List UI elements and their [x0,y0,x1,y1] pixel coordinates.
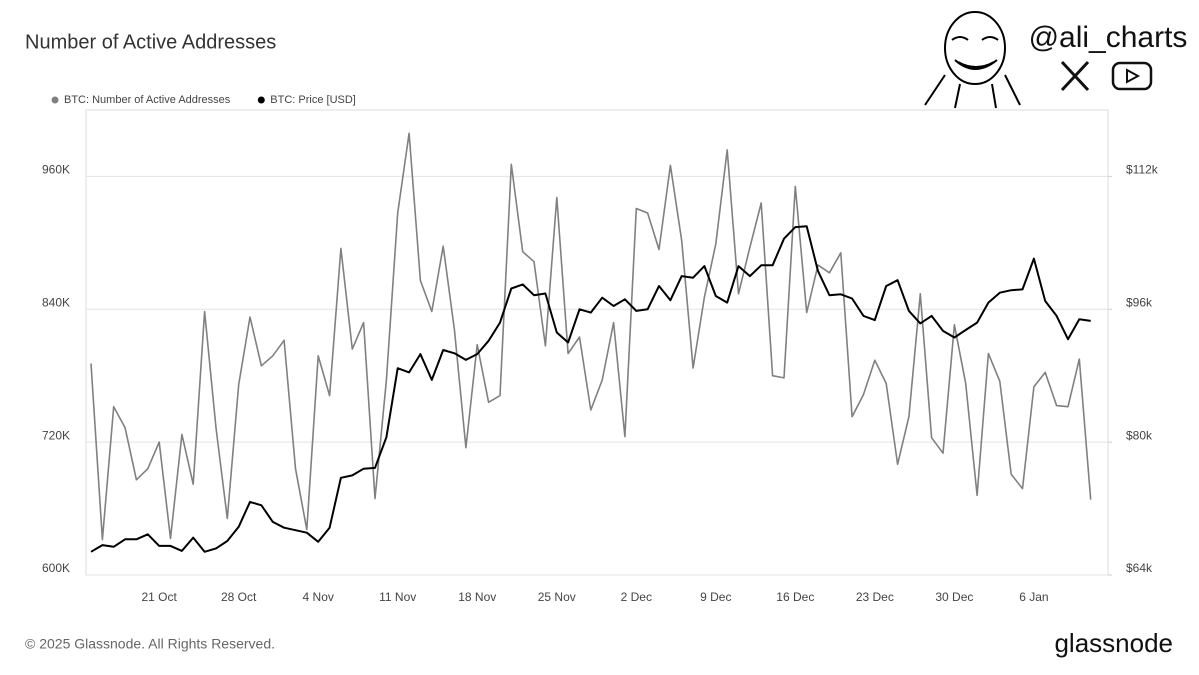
series-line [90,225,1091,553]
y2-tick-label: $112k [1126,163,1159,177]
watermark: @ali_charts [1029,21,1188,54]
y2-tick-label: $64k [1126,561,1153,575]
x-tick-label: 23 Dec [856,590,894,604]
x-tick-label: 25 Nov [538,590,576,604]
x-icon [1060,60,1090,92]
chart-title: Number of Active Addresses [25,31,276,53]
avatar [924,11,1021,109]
x-tick-label: 6 Jan [1019,590,1048,604]
y2-tick-label: $96k [1126,295,1153,309]
y2-tick-label: $80k [1126,428,1153,442]
x-tick-label: 21 Oct [141,590,177,604]
legend-label: BTC: Number of Active Addresses [64,94,231,106]
x-tick-label: 2 Dec [621,590,652,604]
plot-frame [85,109,1109,576]
legend-label: BTC: Price [USD] [270,94,356,106]
youtube-icon [1111,61,1153,91]
x-tick-label: 9 Dec [700,590,731,604]
x-tick-label: 16 Dec [776,590,814,604]
y-tick-label: 720K [42,428,70,442]
x-tick-label: 28 Oct [221,590,257,604]
x-tick-label: 11 Nov [379,590,416,604]
x-tick-label: 30 Dec [935,590,973,604]
y-tick-label: 600K [42,561,70,575]
brand-logo: glassnode [1054,628,1173,658]
legend-marker [257,96,265,104]
series-line [90,132,1092,541]
x-tick-label: 18 Nov [458,590,496,604]
y-tick-label: 960K [42,163,70,177]
x-tick-label: 4 Nov [303,590,334,604]
legend-marker [51,96,59,104]
copyright: © 2025 Glassnode. All Rights Reserved. [25,636,275,652]
y-tick-label: 840K [42,295,70,309]
